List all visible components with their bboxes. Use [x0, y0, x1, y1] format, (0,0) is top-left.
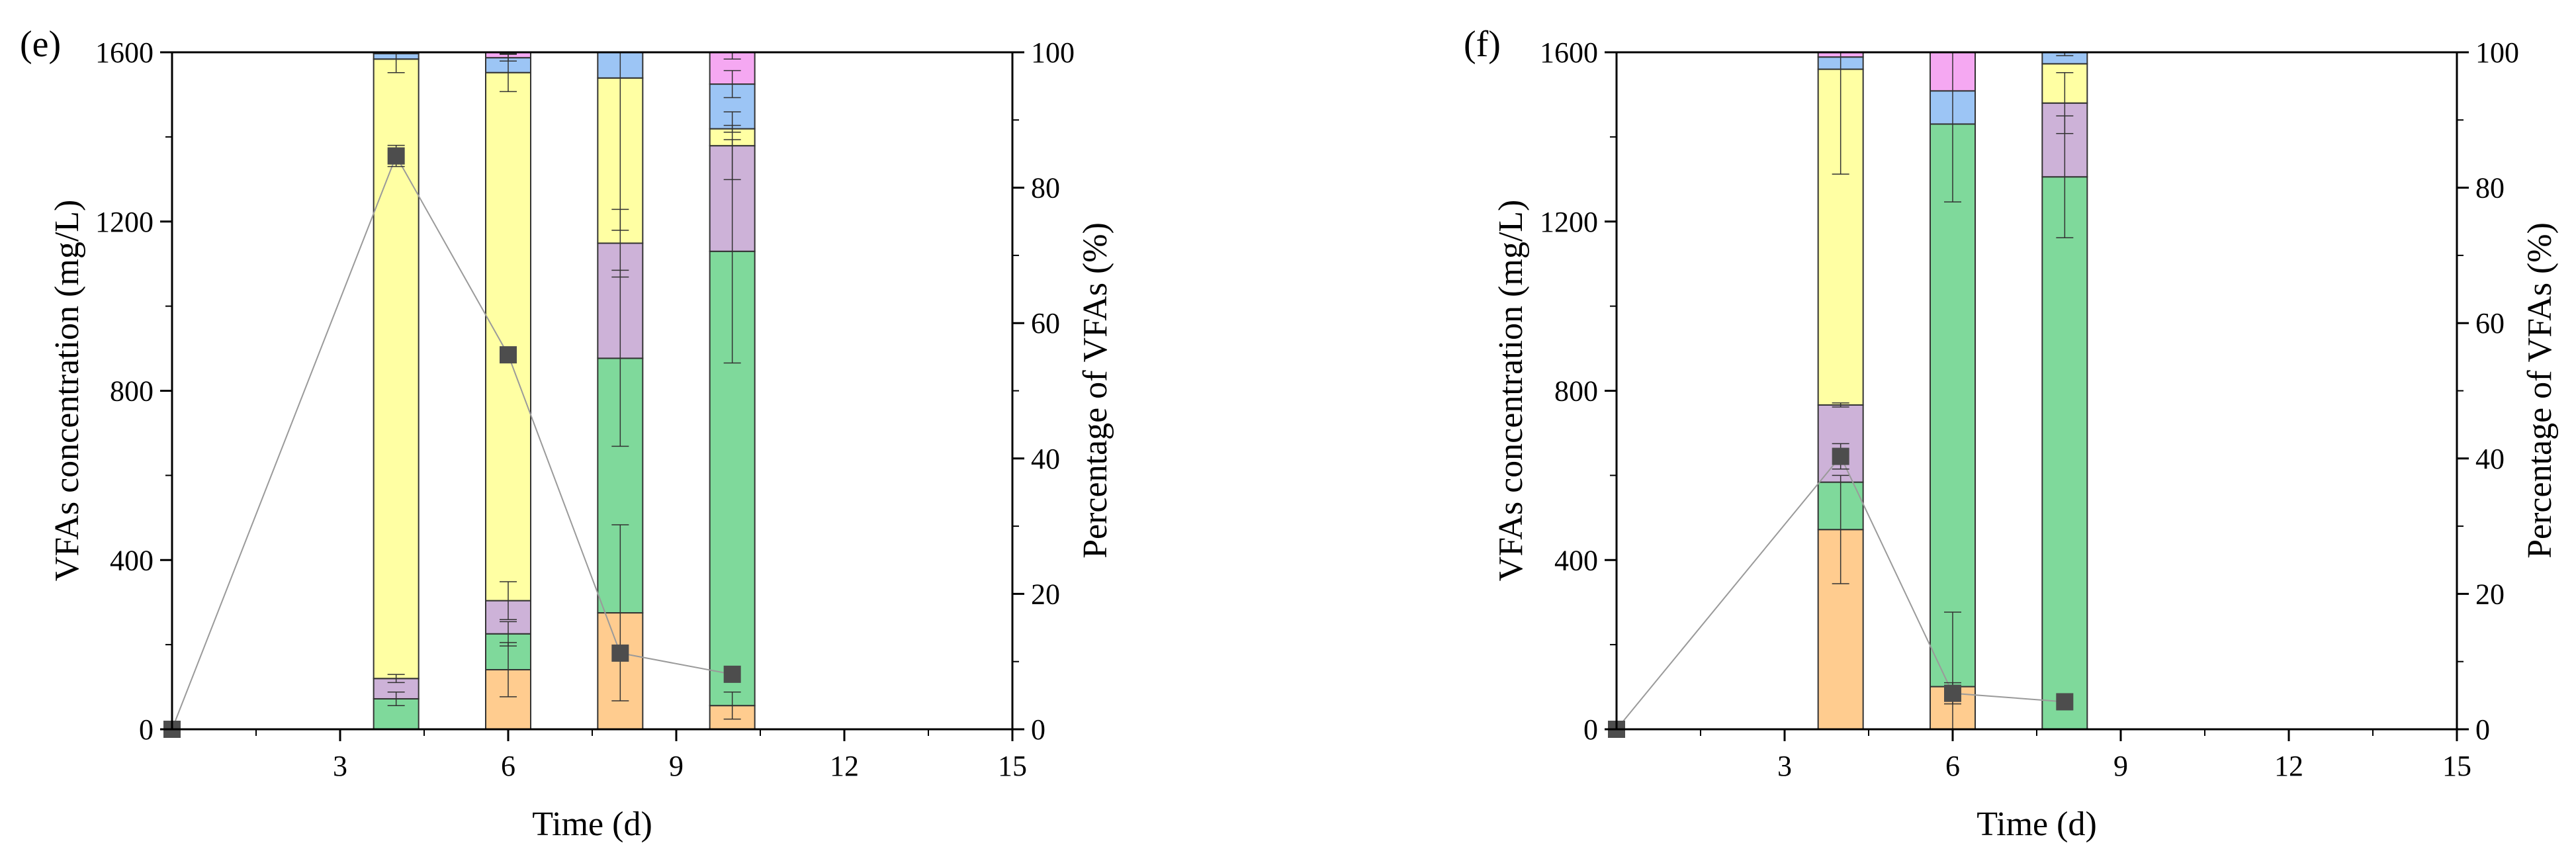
- error-bar: [611, 524, 629, 701]
- error-bar: [723, 124, 741, 133]
- x-tick-label: 9: [2113, 750, 2128, 782]
- chart-panel-f: (f) 0 400 800 1200 1600 0 20 40 60 80 100 3 6 9 12 15…: [1464, 24, 2559, 843]
- error-bar: [500, 581, 517, 621]
- y2-tick-label: 60: [1031, 307, 1060, 339]
- line-point: [2056, 693, 2074, 711]
- y2-tick-label: 80: [1031, 172, 1060, 204]
- y2-tick-label: 100: [2475, 36, 2519, 69]
- error-bar: [723, 691, 741, 720]
- error-bar: [1832, 402, 1849, 408]
- y2-axis-title: Percentage of VFAs (%): [2521, 222, 2559, 559]
- x-axis: 3 6 9 12 15: [1700, 729, 2471, 782]
- y2-tick-label: 20: [1031, 578, 1060, 610]
- panel-label: (f): [1464, 24, 1501, 65]
- chart-panel-e: (e) 0 400 800 1200 1600 0 20 40 60 80 100 3 6 9 12 15…: [20, 24, 1114, 843]
- error-bar: [387, 674, 405, 684]
- y2-tick-label: 0: [1031, 713, 1045, 746]
- line-point: [500, 346, 517, 364]
- panel-label: (e): [20, 24, 61, 65]
- y-tick-label: 400: [1554, 544, 1598, 576]
- y2-tick-label: 60: [2475, 307, 2505, 339]
- line-point: [723, 665, 741, 683]
- line-point: [387, 147, 405, 165]
- x-axis-title: Time (d): [1976, 805, 2097, 843]
- error-bar: [1832, 474, 1849, 584]
- y-tick-label: 0: [1583, 713, 1598, 746]
- bar-segment: [2041, 176, 2088, 730]
- error-bar: [387, 691, 405, 706]
- plot-frame: [1615, 51, 2458, 731]
- y2-tick-label: 80: [2475, 172, 2505, 204]
- x-tick-label: 12: [2274, 750, 2303, 782]
- line-point: [1944, 684, 1961, 702]
- right-y-axis: 0 20 40 60 80 100: [2457, 36, 2519, 746]
- x-tick-label: 3: [1777, 750, 1792, 782]
- y-tick-label: 400: [110, 544, 154, 576]
- left-y-axis: 0 400 800 1200 1600: [95, 36, 172, 746]
- bar-segment: [485, 71, 531, 602]
- y-tick-label: 1600: [95, 36, 154, 69]
- y-tick-label: 800: [110, 375, 154, 408]
- left-y-axis: 0 400 800 1200 1600: [1540, 36, 1617, 746]
- y2-tick-label: 0: [2475, 713, 2490, 746]
- y2-tick-label: 40: [2475, 443, 2505, 475]
- y2-tick-label: 40: [1031, 443, 1060, 475]
- right-y-axis: 0 20 40 60 80 100: [1012, 36, 1075, 746]
- x-tick-label: 15: [2442, 750, 2471, 782]
- y-tick-label: 800: [1554, 375, 1598, 408]
- x-tick-label: 6: [1945, 750, 1960, 782]
- series-line: [171, 154, 733, 730]
- x-tick-label: 15: [998, 750, 1027, 782]
- y-axis-title: VFAs concentration (mg/L): [1492, 200, 1530, 582]
- y-tick-label: 0: [139, 713, 154, 746]
- x-tick-label: 6: [501, 750, 515, 782]
- x-tick-label: 12: [830, 750, 859, 782]
- error-bar: [723, 111, 741, 181]
- y-tick-label: 1600: [1540, 36, 1598, 69]
- data-marks: [1608, 52, 2088, 738]
- x-axis-title: Time (d): [532, 805, 652, 843]
- line-point: [1832, 447, 1849, 465]
- error-bar: [500, 621, 517, 647]
- y-tick-label: 1200: [95, 206, 154, 238]
- y-tick-label: 1200: [1540, 206, 1598, 238]
- series-line: [1616, 455, 2065, 730]
- error-bar: [723, 69, 741, 99]
- x-axis: 3 6 9 12 15: [255, 729, 1027, 782]
- error-bar: [500, 54, 517, 62]
- y-axis-title: VFAs concentration (mg/L): [48, 200, 86, 582]
- line-point: [611, 644, 629, 662]
- x-tick-label: 3: [333, 750, 347, 782]
- y2-tick-label: 20: [2475, 578, 2505, 610]
- bar-segment: [1930, 123, 1976, 688]
- error-bar: [2056, 71, 2074, 134]
- plot-frame: [171, 51, 1014, 731]
- data-marks: [163, 52, 756, 738]
- y2-tick-label: 100: [1031, 36, 1075, 69]
- y2-axis-title: Percentage of VFAs (%): [1077, 222, 1114, 559]
- x-tick-label: 9: [669, 750, 684, 782]
